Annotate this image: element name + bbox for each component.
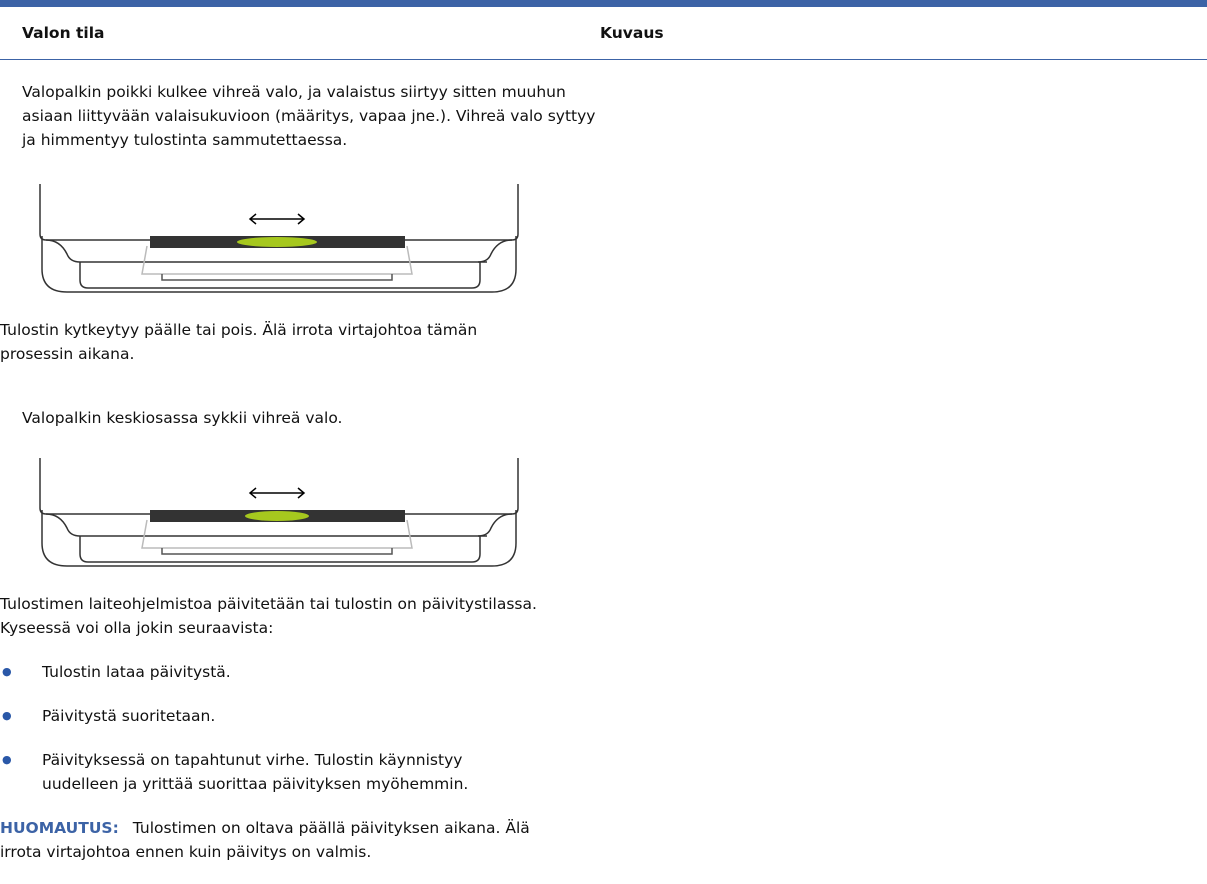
bullet-item: Päivitystä suoritetaan. (0, 704, 540, 728)
description-text: Tulostimen laiteohjelmistoa päivitetään … (0, 595, 537, 637)
bullet-item: Tulostin lataa päivitystä. (0, 660, 540, 684)
printer-svg (39, 458, 519, 567)
state-text: Valopalkin keskiosassa sykkii vihreä val… (22, 409, 343, 427)
bullet-item: Päivityksessä on tapahtunut virhe. Tulos… (0, 748, 540, 796)
state-cell: Valopalkin poikki kulkee vihreä valo, ja… (0, 80, 600, 318)
table-row: Valopalkin poikki kulkee vihreä valo, ja… (0, 60, 1207, 386)
description-cell: Tulostin kytkeytyy päälle tai pois. Älä … (0, 318, 600, 366)
note: HUOMAUTUS: Tulostimen on oltava päällä pä… (0, 816, 560, 864)
description-text: Tulostin kytkeytyy päälle tai pois. Älä … (0, 321, 478, 363)
description-cell: Tulostimen laiteohjelmistoa päivitetään … (0, 592, 600, 864)
printer-illustration (22, 174, 600, 318)
header-cell: Kuvaus (600, 24, 664, 42)
bullet-list: Tulostin lataa päivitystä. Päivitystä suo… (0, 660, 540, 796)
top-rule (0, 0, 1207, 7)
state-cell: Valopalkin keskiosassa sykkii vihreä val… (0, 406, 600, 592)
header-row: Valon tila Kuvaus (0, 7, 1207, 60)
state-text: Valopalkin poikki kulkee vihreä valo, ja… (22, 83, 596, 149)
note-label: HUOMAUTUS: (0, 819, 119, 837)
header-cell: Valon tila (22, 24, 105, 42)
table-row: Valopalkin keskiosassa sykkii vihreä val… (0, 386, 1207, 884)
printer-illustration (22, 448, 600, 592)
printer-svg (39, 184, 519, 293)
